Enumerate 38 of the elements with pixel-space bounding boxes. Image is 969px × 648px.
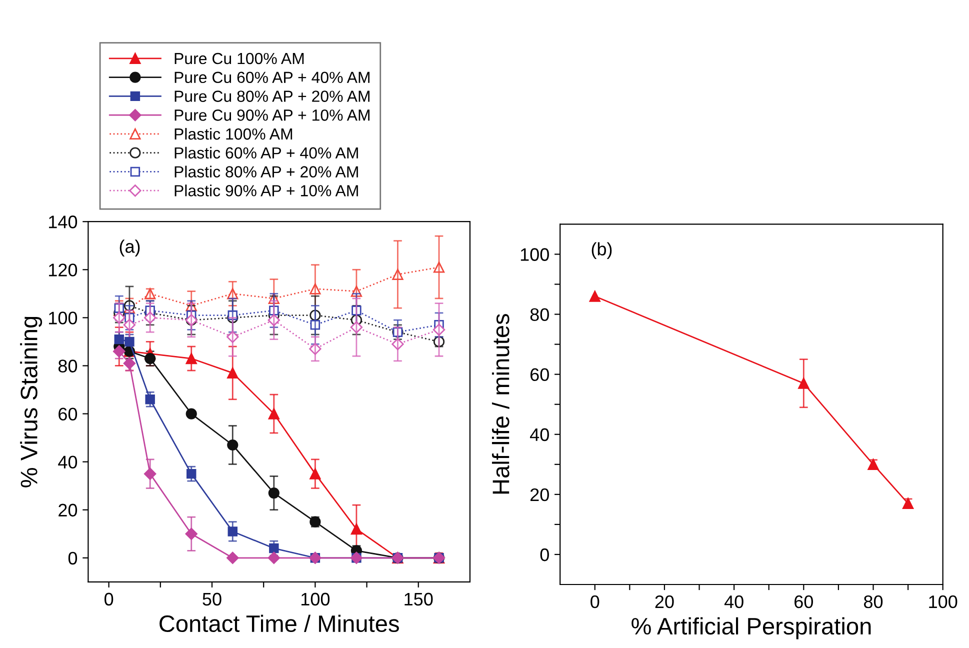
y-tick-label: 60 — [530, 368, 549, 382]
x-tick-label: 100 — [929, 595, 958, 608]
x-axis-title: Contact Time / Minutes — [160, 614, 399, 632]
legend-label: Pure Cu 60% AP + 40% AM — [174, 72, 370, 84]
y-tick-label: 20 — [58, 504, 78, 517]
y-tick-label: 0 — [540, 548, 549, 562]
y-tick-label: 40 — [530, 428, 549, 442]
y-tick-label: 60 — [58, 408, 78, 420]
y-tick-label: 40 — [58, 456, 78, 469]
x-tick-label: 100 — [302, 592, 330, 606]
y-tick-label: 80 — [58, 360, 78, 372]
x-tick-label: 40 — [724, 595, 744, 608]
legend-label: Plastic 60% AP + 40% AM — [174, 146, 358, 159]
annotation: (b) — [592, 242, 612, 260]
y-tick-label: 120 — [49, 264, 78, 276]
x-tick-label: 150 — [404, 592, 433, 606]
legend-label: Plastic 90% AP + 10% AM — [174, 184, 358, 196]
x-tick-label: 60 — [794, 595, 813, 608]
legend-label: Plastic 100% AM — [174, 128, 292, 140]
annotation: (a) — [120, 240, 140, 256]
y-axis-title: % Virus Staining — [20, 316, 42, 488]
y-tick-label: 100 — [520, 248, 549, 261]
x-tick-label: 50 — [202, 592, 222, 606]
y-axis-title: Half-life / minutes — [492, 314, 510, 494]
legend-label: Pure Cu 100% AM — [174, 52, 304, 64]
x-tick-label: 20 — [655, 595, 674, 608]
legend-label: Pure Cu 90% AP + 10% AM — [174, 110, 370, 121]
y-tick-label: 140 — [49, 216, 78, 228]
y-tick-label: 0 — [68, 552, 78, 565]
legend-label: Plastic 80% AP + 20% AM — [174, 166, 358, 178]
x-tick-label: 80 — [864, 595, 883, 608]
y-tick-label: 100 — [49, 312, 78, 324]
x-tick-label: 0 — [590, 595, 600, 608]
y-tick-label: 20 — [530, 488, 549, 502]
legend-label: Pure Cu 80% AP + 20% AM — [174, 90, 370, 102]
x-tick-label: 0 — [104, 592, 114, 606]
y-tick-label: 80 — [530, 308, 549, 321]
x-axis-title: % Artificial Perspiration — [632, 617, 871, 640]
